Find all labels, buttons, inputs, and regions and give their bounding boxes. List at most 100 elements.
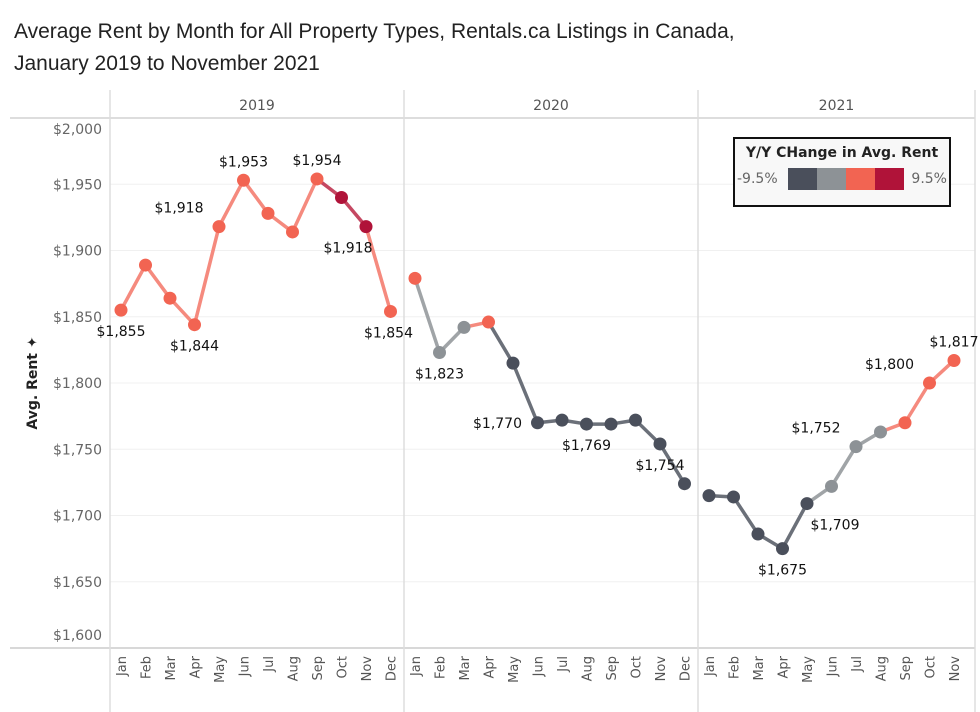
data-point-2020-Apr (482, 315, 495, 329)
data-point-2021-Nov (947, 353, 961, 367)
x-tick-label: Sep (605, 656, 620, 681)
data-point-2020-Nov (653, 437, 667, 451)
data-point-2021-Mar (751, 527, 765, 541)
data-label: $1,918 (324, 241, 373, 257)
y-tick-label: $2,000 (53, 122, 102, 138)
y-tick-label: $1,650 (53, 575, 102, 591)
data-point-2020-Aug (580, 417, 593, 431)
data-point-2020-Jul (555, 413, 569, 427)
data-label: $1,709 (811, 518, 860, 534)
data-point-2019-Oct (335, 191, 348, 204)
x-tick-label: Oct (336, 656, 351, 678)
x-tick-label: Aug (581, 656, 596, 681)
data-point-2020-May (506, 356, 520, 370)
series-line-segment (829, 444, 858, 489)
data-label: $1,855 (97, 324, 146, 340)
x-tick-label: Oct (924, 656, 939, 678)
series-line-segment (658, 442, 687, 486)
series-line-segment (780, 501, 809, 551)
data-label: $1,954 (293, 153, 342, 169)
data-label: $1,854 (364, 325, 413, 341)
data-label: $1,817 (930, 334, 979, 350)
x-tick-label: Aug (287, 656, 302, 681)
data-label: $1,844 (170, 339, 219, 355)
legend-swatch (788, 168, 817, 190)
series-line-segment (217, 178, 246, 229)
data-point-2021-Jul (849, 440, 863, 454)
legend-swatch (875, 168, 904, 190)
data-point-2020-Feb (433, 346, 446, 360)
series-line-segment (486, 320, 515, 365)
y-tick-label: $1,700 (53, 509, 102, 525)
y-tick-label: $1,850 (53, 310, 102, 326)
data-point-2021-Oct (923, 376, 936, 390)
data-label: $1,675 (758, 563, 807, 579)
x-tick-label: Jan (115, 656, 130, 677)
data-point-2021-Jun (825, 479, 838, 493)
data-point-2020-Sep (604, 417, 618, 431)
data-point-2020-Jan (408, 271, 422, 285)
data-label: $1,754 (636, 458, 685, 474)
y-tick-label: $1,950 (53, 177, 102, 193)
chart-title-line-1: Average Rent by Month for All Property T… (14, 20, 735, 43)
x-tick-label: Aug (875, 656, 890, 681)
data-label: $1,769 (562, 438, 611, 454)
x-tick-label: Sep (899, 656, 914, 681)
data-point-2019-Jun (237, 173, 250, 187)
legend-max-label: 9.5% (911, 171, 947, 187)
x-tick-label: Sep (311, 656, 326, 681)
data-point-2021-Feb (727, 490, 740, 504)
data-label: $1,823 (415, 367, 464, 383)
data-label: $1,770 (473, 416, 522, 432)
x-tick-label: Jul (850, 656, 865, 673)
series-line-segment (119, 263, 148, 312)
data-point-2020-Mar (457, 320, 471, 334)
data-label: $1,953 (219, 154, 268, 170)
data-point-2020-Dec (678, 477, 691, 491)
data-point-2019-Jul (261, 206, 275, 220)
data-label: $1,800 (865, 357, 914, 373)
legend-swatch (846, 168, 875, 190)
y-tick-label: $1,800 (53, 376, 102, 392)
legend-title: Y/Y CHange in Avg. Rent (745, 145, 939, 161)
data-point-2020-Jun (531, 416, 544, 430)
data-point-2019-Mar (163, 291, 177, 305)
data-point-2019-Nov (359, 220, 373, 234)
chart-title: Average Rent by Month for All Property T… (14, 16, 735, 80)
data-point-2019-Aug (286, 225, 299, 239)
x-tick-label: Jul (556, 656, 571, 673)
x-tick-label: Jun (826, 656, 841, 677)
series-line-segment (290, 177, 319, 234)
data-point-2021-Jan (702, 489, 716, 503)
year-header-2020: 2020 (533, 98, 569, 114)
data-point-2019-Jan (114, 303, 128, 317)
data-point-2021-Apr (776, 542, 789, 556)
data-point-2021-Aug (874, 425, 887, 439)
data-point-2019-May (212, 220, 226, 234)
series-line-segment (511, 361, 540, 425)
x-tick-label: Oct (630, 656, 645, 678)
data-point-2021-Sep (898, 416, 912, 430)
y-tick-label: $1,750 (53, 442, 102, 458)
x-tick-label: May (213, 656, 228, 683)
data-point-2019-Sep (310, 172, 324, 186)
x-tick-label: Jan (703, 656, 718, 677)
series-line-segment (192, 224, 221, 327)
series-line-segment (143, 263, 172, 300)
x-tick-label: Jan (409, 656, 424, 677)
x-tick-label: Apr (483, 655, 498, 678)
x-tick-label: Feb (728, 656, 743, 679)
y-axis-label: Avg. Rent ✦ (25, 336, 41, 429)
data-point-2021-May (800, 497, 814, 511)
x-tick-label: Feb (140, 656, 155, 679)
x-tick-label: Apr (189, 655, 204, 678)
x-tick-label: Apr (777, 655, 792, 678)
x-tick-label: May (507, 656, 522, 683)
legend-min-label: -9.5% (737, 171, 778, 187)
x-tick-label: Jun (532, 656, 547, 677)
data-label: $1,918 (155, 201, 204, 217)
series-line-segment (731, 495, 760, 536)
data-point-2020-Oct (629, 413, 642, 427)
x-tick-label: Nov (360, 656, 375, 682)
